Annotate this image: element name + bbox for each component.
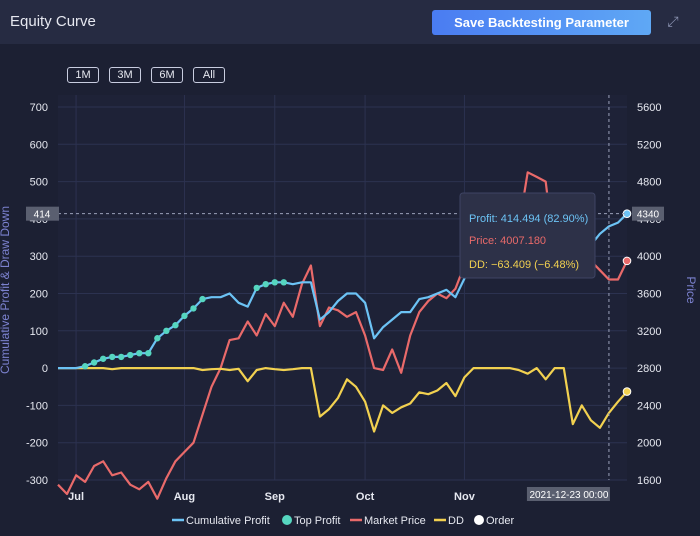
top-profit-point xyxy=(181,312,188,320)
legend-order-swatch xyxy=(474,515,484,525)
legend-order: Order xyxy=(486,515,514,527)
range-all-button[interactable]: All xyxy=(193,67,225,83)
top-profit-point xyxy=(163,327,170,334)
y-tick-left: 200 xyxy=(30,289,48,301)
header-bar: Equity Curve Save Backtesting Parameter … xyxy=(0,0,700,44)
crosshair-left-label: 414 xyxy=(34,210,51,221)
legend-dd: DD xyxy=(448,515,464,527)
tooltip-price: Price: 4007.180 xyxy=(469,235,546,247)
top-profit-point xyxy=(253,284,260,292)
tooltip-dd: DD: −63.409 (−6.48%) xyxy=(469,259,579,271)
range-1m-button[interactable]: 1M xyxy=(67,67,99,83)
top-profit-point xyxy=(136,349,143,357)
legend-cumulative-profit: Cumulative Profit xyxy=(186,515,270,527)
top-profit-point xyxy=(118,353,125,361)
tooltip: Profit: 414.494 (82.90%) Price: 4007.180… xyxy=(459,192,596,279)
top-profit-point xyxy=(190,305,197,312)
legend-top-profit: Top Profit xyxy=(294,515,340,527)
top-profit-point xyxy=(199,295,206,303)
crosshair-date-box xyxy=(526,487,610,501)
tooltip-box xyxy=(459,192,596,279)
y-tick-right: 2400 xyxy=(637,400,661,412)
grid xyxy=(58,95,627,481)
crosshair-right-box xyxy=(632,206,664,221)
top-profit-point xyxy=(172,322,179,329)
top-profit-point xyxy=(99,355,107,362)
y-tick-right: 3600 xyxy=(637,289,661,301)
price-endpoint xyxy=(622,256,632,266)
x-tick-label: Jul xyxy=(68,491,84,503)
y-tick-right: 2800 xyxy=(637,363,661,375)
y-tick-right: 3200 xyxy=(637,326,661,338)
dd-endpoint xyxy=(622,387,632,396)
y-tick-left: 600 xyxy=(30,139,48,151)
y-tick-right: 4000 xyxy=(637,251,661,263)
range-6m-button[interactable]: 6M xyxy=(151,67,183,83)
market-price-line xyxy=(57,171,628,500)
x-tick-label: Oct xyxy=(356,491,375,503)
y-tick-left: -300 xyxy=(26,475,48,487)
tooltip-profit: Profit: 414.494 (82.90%) xyxy=(469,213,588,225)
legend: Cumulative Profit Top Profit Market Price D… xyxy=(172,515,514,527)
page-title: Equity Curve xyxy=(10,13,96,30)
x-tick-label: Aug xyxy=(174,491,195,503)
y-tick-left: 700 xyxy=(30,102,48,114)
y-tick-right: 5200 xyxy=(637,139,661,151)
crosshair-right-label: 4340 xyxy=(637,210,660,221)
y-tick-right: 1600 xyxy=(637,475,661,487)
top-profit-point xyxy=(108,353,116,361)
x-tick-label: Nov xyxy=(454,491,476,503)
y-tick-left: 100 xyxy=(30,326,48,338)
expand-icon[interactable]: ⤢ xyxy=(667,13,679,29)
y-tick-left: 300 xyxy=(30,251,48,263)
save-backtesting-button[interactable]: Save Backtesting Parameter xyxy=(432,10,651,35)
y-tick-right: 2000 xyxy=(637,438,661,450)
top-profit-point xyxy=(81,363,89,370)
top-profit-point xyxy=(145,349,152,357)
y-tick-right: 4800 xyxy=(637,177,661,189)
dd-line xyxy=(58,367,628,433)
crosshair: 414 4340 2021-12-23 00:00 xyxy=(26,95,664,501)
top-profit-point xyxy=(280,279,287,286)
range-3m-button[interactable]: 3M xyxy=(109,67,141,83)
y-tick-right: 5600 xyxy=(637,102,661,114)
top-profit-point xyxy=(90,359,98,366)
plot-background xyxy=(58,95,627,480)
y-tick-left: -100 xyxy=(26,400,48,412)
x-tick-label: Sep xyxy=(265,491,285,503)
y-tick-left: 500 xyxy=(30,177,48,189)
top-profit-point xyxy=(262,280,269,288)
legend-market-price: Market Price xyxy=(364,515,426,527)
y-axis-label-right: Price xyxy=(684,276,698,304)
top-profit-point xyxy=(127,351,134,359)
top-profit-point xyxy=(271,279,278,286)
top-profit-point xyxy=(154,335,161,342)
legend-top-profit-swatch xyxy=(282,515,292,525)
crosshair-left-box xyxy=(26,206,59,221)
crosshair-date-label: 2021-12-23 00:00 xyxy=(529,490,608,501)
y-axis-label-left: Cumulative Profit & Draw Down xyxy=(0,206,12,374)
y-tick-left: 0 xyxy=(42,363,48,375)
y-tick-left: -200 xyxy=(26,438,48,450)
